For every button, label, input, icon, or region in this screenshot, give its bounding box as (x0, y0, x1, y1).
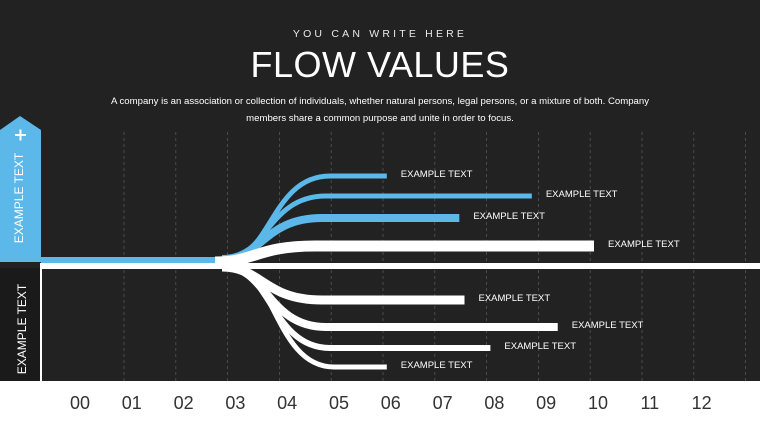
flow-label: EXAMPLE TEXT (545, 189, 618, 200)
axis-tick-label: 08 (484, 393, 505, 413)
flow-label: EXAMPLE TEXT (608, 239, 680, 250)
flow-label: EXAMPLE TEXT (473, 211, 545, 222)
axis-bar (0, 381, 760, 428)
page-title: FLOW VALUES (250, 44, 510, 85)
side-panel-divider (40, 268, 42, 381)
description-text: A company is an association or collectio… (110, 96, 650, 124)
flow-line (214, 240, 594, 268)
axis-tick-label: 02 (173, 393, 194, 413)
axis-tick-label: 04 (277, 393, 298, 413)
flow-line (229, 265, 491, 351)
axis-tick-label: 05 (328, 393, 350, 413)
flow-line (233, 265, 387, 370)
side-label-top: EXAMPLE TEXT (12, 152, 26, 244)
axis-tick-label: 07 (432, 393, 453, 413)
axis-tick-label: 11 (640, 393, 660, 413)
axis-tick-label: 03 (225, 393, 246, 413)
axis-tick-label: 00 (69, 393, 91, 413)
flow-label: EXAMPLE TEXT (571, 320, 644, 331)
axis-tick-label: 10 (587, 393, 609, 413)
eyebrow-text: YOU CAN WRITE HERE (292, 28, 468, 40)
axis-tick-label: 09 (536, 393, 557, 413)
side-label-bottom: EXAMPLE TEXT (15, 283, 29, 375)
axis-tick-label: 06 (380, 393, 401, 413)
axis-tick-label: 01 (121, 393, 142, 413)
axis-tick-label: 12 (691, 393, 712, 413)
flow-label: EXAMPLE TEXT (400, 169, 473, 180)
plus-icon (19, 129, 22, 141)
side-panel-top (0, 116, 41, 262)
trunk-blue (41, 257, 226, 263)
side-panel-bottom (0, 268, 40, 381)
flow-label: EXAMPLE TEXT (504, 341, 577, 352)
flow-label: EXAMPLE TEXT (400, 360, 473, 371)
trunk-white (40, 263, 760, 269)
flow-label: EXAMPLE TEXT (478, 293, 551, 304)
